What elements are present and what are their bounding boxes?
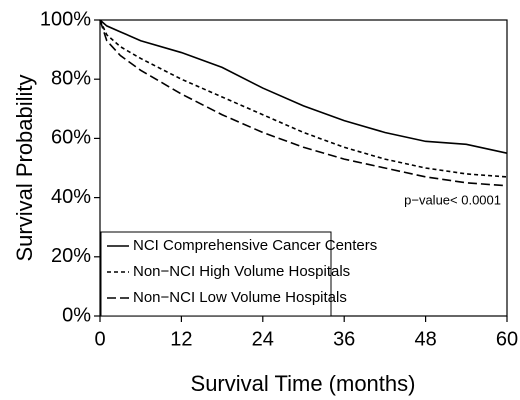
y-tick-label: 0% — [62, 304, 91, 326]
legend-label: Non−NCI High Volume Hospitals — [133, 263, 350, 280]
x-tick-label: 60 — [496, 328, 518, 350]
legend-box — [100, 231, 332, 317]
x-tick-label: 36 — [333, 328, 355, 350]
y-tick-label: 20% — [51, 245, 91, 267]
survival-curve — [99, 19, 508, 187]
survival-curve — [99, 19, 508, 178]
legend-label: NCI Comprehensive Cancer Centers — [133, 237, 377, 254]
legend-label: Non−NCI Low Volume Hospitals — [133, 289, 347, 306]
y-tick-label: 60% — [51, 127, 91, 149]
x-tick-label: 48 — [414, 328, 436, 350]
x-tick-label: 24 — [252, 328, 274, 350]
x-axis-label: Survival Time (months) — [191, 371, 416, 396]
y-tick-label: 80% — [51, 67, 91, 89]
x-tick-label: 0 — [94, 328, 105, 350]
survival-curve — [99, 19, 508, 154]
x-tick-label: 12 — [170, 328, 192, 350]
annotation: p−value< 0.0001 — [404, 192, 501, 207]
y-axis-label: Survival Probability — [12, 74, 37, 261]
y-tick-label: 40% — [51, 186, 91, 208]
y-tick-label: 100% — [40, 8, 91, 30]
